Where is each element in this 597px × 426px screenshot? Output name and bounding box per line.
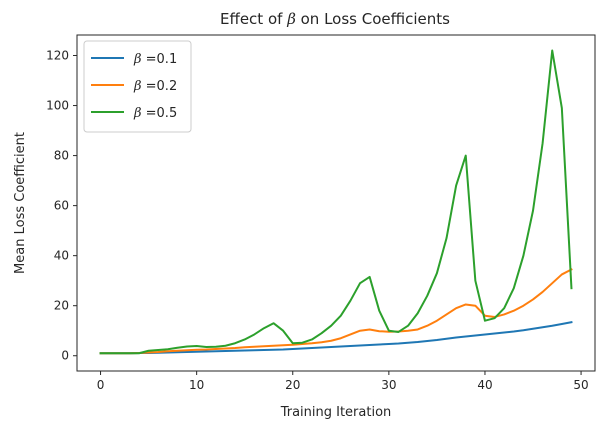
y-tick-label: 80 [54,149,69,163]
y-tick-label: 20 [54,299,69,313]
legend-label-1: β =0.2 [133,79,177,94]
x-axis-label: Training Iteration [280,405,392,420]
x-tick-label: 30 [381,378,396,392]
y-axis-label: Mean Loss Coefficient [13,132,28,274]
y-tick-label: 0 [61,349,69,363]
x-tick-label: 10 [189,378,204,392]
y-tick-label: 100 [46,99,69,113]
x-tick-label: 40 [477,378,492,392]
chart-title-suffix: on Loss Coefficients [296,10,450,28]
series-line-0 [99,321,573,355]
chart-title-symbol: β [286,10,296,28]
legend-box [83,40,192,133]
chart-title-prefix: Effect of [220,10,287,28]
plot-frame [76,34,596,372]
legend-label-value: =0.1 [142,52,178,67]
y-tick-label: 60 [54,199,69,213]
x-tick-label: 0 [97,378,105,392]
x-axis-ticks: 0 10 20 30 40 50 [97,371,589,392]
y-tick-label: 40 [54,249,69,263]
legend-label-2: β =0.5 [133,106,177,121]
legend-label-symbol: β [133,79,142,94]
legend-label-value: =0.5 [142,106,178,121]
y-tick-label: 120 [46,49,69,63]
legend-label-value: =0.2 [142,79,178,94]
legend-label-symbol: β [133,106,142,121]
series-line-1 [99,268,573,355]
chart-title: Effect of β on Loss Coefficients [220,10,450,28]
x-tick-label: 50 [573,378,588,392]
legend: β =0.1β =0.2β =0.5 [83,40,192,133]
legend-label-symbol: β [133,52,142,67]
y-axis-ticks: 0 20 40 60 80 100 120 [46,49,77,363]
plot-lines [99,49,573,355]
legend-label-0: β =0.1 [133,52,177,67]
series-line-2 [99,49,573,355]
x-tick-label: 20 [285,378,300,392]
